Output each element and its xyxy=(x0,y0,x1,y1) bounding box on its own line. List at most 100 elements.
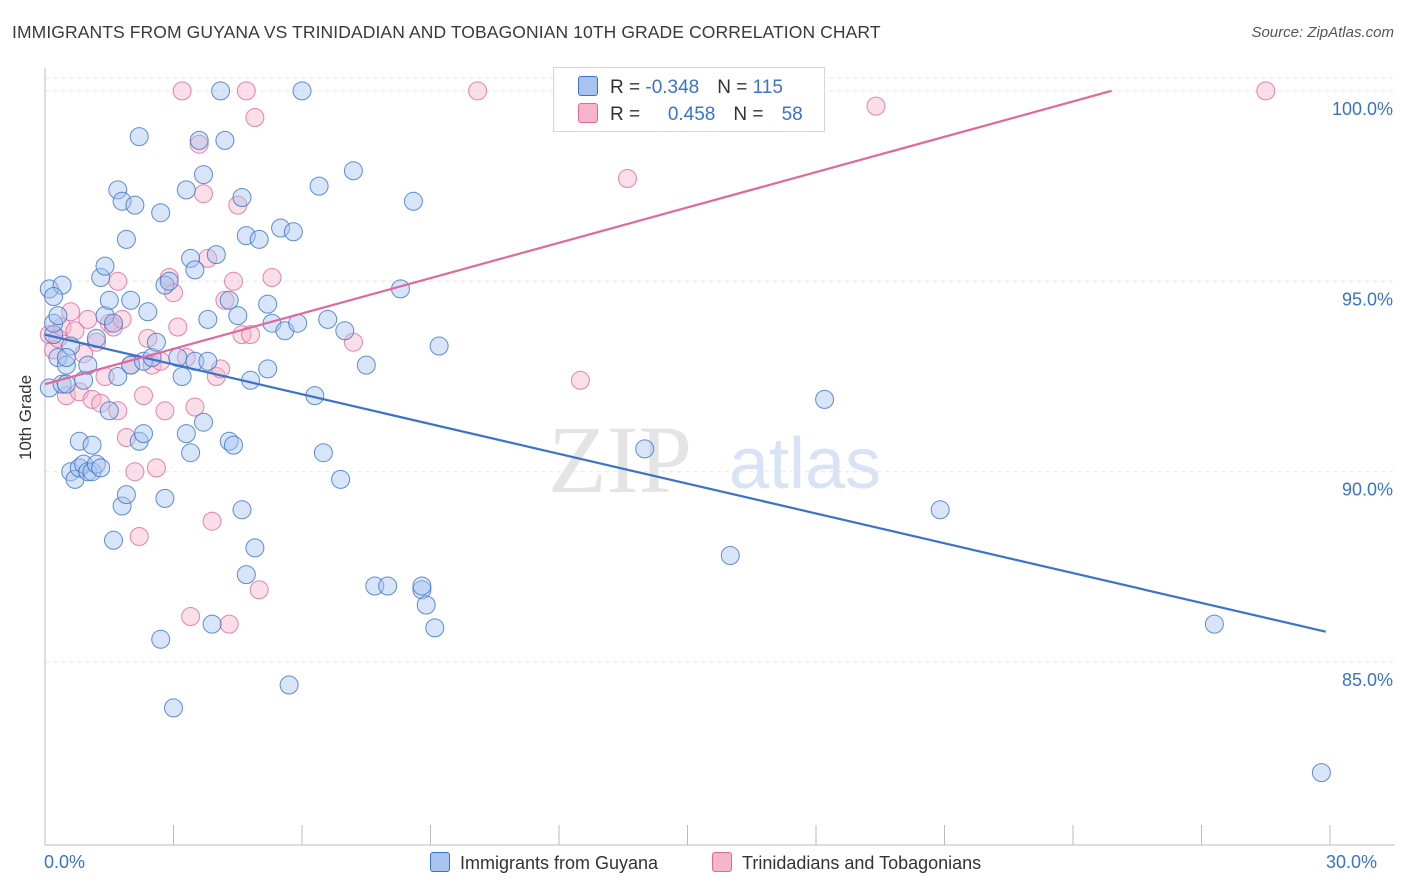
point-s0-114 xyxy=(198,309,218,329)
point-s1-52 xyxy=(468,81,488,101)
legend-row-guyana: R = -0.348 N = 115 xyxy=(578,76,783,99)
point-s0-61 xyxy=(194,165,213,185)
point-s0-72 xyxy=(232,500,252,520)
point-s0-51 xyxy=(164,698,183,718)
watermark-zip: ZIP xyxy=(548,406,692,513)
point-s0-101 xyxy=(412,576,432,596)
point-s1-9 xyxy=(78,309,98,329)
point-s0-74 xyxy=(236,226,256,246)
point-s0-39 xyxy=(129,127,149,147)
point-s0-113 xyxy=(108,367,128,386)
point-s0-41 xyxy=(134,424,153,444)
point-s0-110 xyxy=(1311,763,1331,783)
point-s0-104 xyxy=(429,336,449,356)
point-s0-24 xyxy=(91,268,111,287)
point-s0-111 xyxy=(44,287,64,306)
point-s1-22 xyxy=(134,386,153,406)
point-s1-50 xyxy=(262,268,282,287)
point-s0-32 xyxy=(112,191,132,211)
point-s0-106 xyxy=(720,546,740,565)
point-s1-31 xyxy=(172,81,192,101)
watermark: ZIP atlas xyxy=(548,406,881,513)
point-s0-65 xyxy=(206,245,226,265)
point-s0-103 xyxy=(425,618,445,638)
point-s0-13 xyxy=(69,431,89,451)
point-s0-9 xyxy=(56,355,76,375)
point-s1-30 xyxy=(168,317,188,337)
point-s0-27 xyxy=(99,290,119,310)
point-s0-37 xyxy=(121,355,141,375)
legend-blue-n: 115 xyxy=(752,77,783,98)
point-s1-16 xyxy=(108,271,128,291)
y-tick-labels: 85.0% 90.0% 95.0% 100.0% xyxy=(1332,99,1393,690)
point-s0-58 xyxy=(185,260,205,280)
point-s0-38 xyxy=(125,195,145,215)
point-s0-67 xyxy=(215,130,235,150)
point-s1-25 xyxy=(146,458,166,478)
point-s0-31 xyxy=(108,180,128,200)
point-s1-34 xyxy=(185,397,205,417)
point-s0-50 xyxy=(159,271,179,291)
point-s1-36 xyxy=(194,184,213,204)
legend-pink-r: 0.458 xyxy=(667,104,716,125)
point-s1-46 xyxy=(236,81,256,101)
point-s1-20 xyxy=(125,462,145,482)
point-s1-38 xyxy=(202,511,222,531)
point-s0-23 xyxy=(91,458,111,478)
point-s0-29 xyxy=(104,313,123,333)
trend-line-1 xyxy=(44,89,1112,386)
trend-lines xyxy=(44,89,1326,633)
point-s0-71 xyxy=(228,306,248,326)
point-s0-91 xyxy=(318,309,338,329)
point-s1-5 xyxy=(61,302,81,322)
point-s0-99 xyxy=(403,191,423,211)
bottom-legend-guyana: Immigrants from Guyana xyxy=(430,852,658,874)
point-s0-89 xyxy=(309,176,329,196)
point-s0-53 xyxy=(172,367,192,386)
point-s1-4 xyxy=(56,386,76,406)
point-s0-45 xyxy=(146,332,166,352)
point-s0-19 xyxy=(82,435,102,455)
chart-title: IMMIGRANTS FROM GUYANA VS TRINIDADIAN AN… xyxy=(12,22,881,42)
point-s0-55 xyxy=(176,424,196,444)
point-s0-108 xyxy=(930,500,950,520)
point-s0-68 xyxy=(219,290,239,310)
stats-legend: R = -0.348 N = 115 R = 0.458 N = 58 xyxy=(553,67,825,132)
axes xyxy=(44,68,1395,846)
point-s0-46 xyxy=(151,629,171,649)
point-s1-53 xyxy=(570,370,590,390)
point-s0-2 xyxy=(44,325,64,345)
y-tick-label-85: 85.0% xyxy=(1342,670,1393,690)
point-s0-35 xyxy=(116,229,136,249)
x-tick-max: 30.0% xyxy=(1326,852,1378,872)
point-s0-93 xyxy=(335,321,355,341)
point-s0-102 xyxy=(416,595,436,615)
point-s0-75 xyxy=(236,565,256,585)
point-s1-33 xyxy=(181,607,201,626)
point-s1-56 xyxy=(1256,81,1276,101)
point-s0-36 xyxy=(121,290,141,310)
point-s0-112 xyxy=(56,348,76,367)
point-s0-109 xyxy=(1204,614,1224,634)
point-s0-66 xyxy=(211,81,231,101)
y-tick-label-95: 95.0% xyxy=(1342,289,1393,309)
point-s0-94 xyxy=(343,161,363,181)
point-s0-57 xyxy=(181,248,201,268)
point-s0-30 xyxy=(104,530,123,550)
point-s0-85 xyxy=(283,222,303,242)
point-s1-54 xyxy=(618,169,637,188)
point-s0-96 xyxy=(365,576,385,596)
point-s0-107 xyxy=(815,389,835,409)
point-s0-64 xyxy=(202,614,222,634)
y-axis-label: 10th Grade xyxy=(16,374,35,460)
point-s1-47 xyxy=(241,325,261,345)
point-s0-34 xyxy=(116,485,136,505)
watermark-atlas: atlas xyxy=(729,424,881,504)
series-trinidadians-points xyxy=(39,81,1276,634)
point-s0-60 xyxy=(189,130,209,150)
point-s0-84 xyxy=(279,675,299,695)
point-s0-70 xyxy=(224,435,243,455)
point-s0-28 xyxy=(99,401,119,421)
point-s0-79 xyxy=(258,294,278,314)
